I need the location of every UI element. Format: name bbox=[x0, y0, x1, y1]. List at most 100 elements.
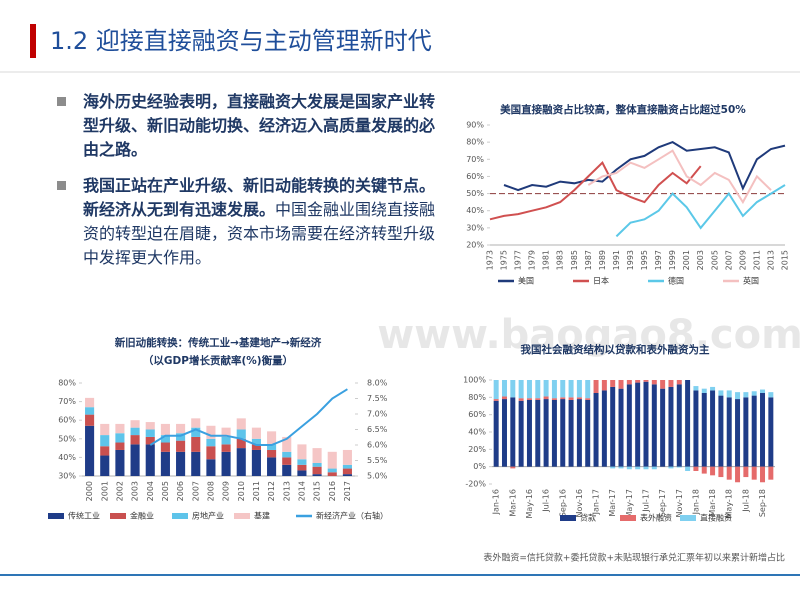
bar bbox=[651, 380, 657, 385]
bar bbox=[560, 380, 566, 398]
bar bbox=[342, 468, 352, 475]
x-tick-label: Nov-16 bbox=[575, 489, 584, 517]
y-tick-label: 70% bbox=[58, 397, 76, 406]
bar bbox=[626, 466, 632, 470]
bar bbox=[100, 423, 110, 436]
bar bbox=[543, 396, 549, 400]
bar bbox=[251, 438, 261, 445]
bar bbox=[221, 427, 231, 437]
x-tick-label: 2000 bbox=[85, 481, 94, 501]
bar bbox=[593, 393, 599, 467]
y2-tick-label: 6.0% bbox=[367, 441, 388, 450]
bar bbox=[145, 436, 155, 445]
bar bbox=[191, 427, 201, 437]
x-tick-label: 2003 bbox=[131, 481, 140, 501]
bar bbox=[206, 459, 216, 476]
bar bbox=[710, 466, 716, 476]
bar bbox=[251, 427, 261, 439]
legend-label: 英国 bbox=[743, 276, 759, 286]
y-tick-label: 20% bbox=[466, 241, 484, 250]
bar bbox=[115, 449, 125, 476]
bar bbox=[312, 474, 322, 476]
y-tick-label: 0% bbox=[473, 462, 486, 471]
bar bbox=[760, 466, 766, 483]
bar bbox=[236, 438, 246, 449]
bar bbox=[510, 466, 516, 469]
bar bbox=[145, 422, 155, 430]
bar bbox=[85, 425, 95, 476]
bar bbox=[743, 466, 749, 478]
x-tick-label: 2015 bbox=[313, 481, 322, 501]
x-tick-label: 2017 bbox=[343, 481, 352, 501]
bar bbox=[726, 466, 732, 480]
bar bbox=[585, 398, 591, 400]
bar bbox=[100, 435, 110, 447]
bar bbox=[651, 384, 657, 467]
y2-tick-label: 5.5% bbox=[367, 456, 388, 465]
x-tick-label: 1991 bbox=[612, 250, 621, 270]
bar bbox=[526, 398, 532, 400]
x-tick-label: 2001 bbox=[682, 250, 691, 270]
title-accent bbox=[30, 24, 36, 58]
bar bbox=[618, 466, 624, 469]
bar bbox=[312, 448, 322, 463]
bar bbox=[668, 466, 674, 469]
bar bbox=[560, 399, 566, 467]
x-tick-label: Mar-16 bbox=[508, 489, 517, 517]
x-tick-label: 1993 bbox=[626, 250, 635, 270]
bar bbox=[551, 399, 557, 467]
bar bbox=[327, 451, 337, 469]
bar bbox=[282, 464, 292, 476]
bar bbox=[751, 391, 757, 396]
bar bbox=[130, 420, 140, 428]
bar bbox=[718, 466, 724, 478]
x-tick-label: Sep-18 bbox=[758, 489, 767, 517]
bar bbox=[768, 392, 774, 398]
bar bbox=[160, 435, 170, 443]
bar bbox=[668, 386, 674, 467]
x-tick-label: Sep-17 bbox=[658, 489, 667, 517]
legend-label: 基建 bbox=[254, 511, 270, 521]
y-tick-label: 80% bbox=[468, 393, 486, 402]
x-tick-label: 2014 bbox=[297, 481, 306, 501]
bar bbox=[576, 397, 582, 400]
bar bbox=[701, 388, 707, 393]
bar bbox=[327, 468, 337, 473]
bar bbox=[145, 429, 155, 437]
legend-label: 直接融资 bbox=[700, 513, 732, 523]
bar bbox=[635, 380, 641, 383]
x-tick-label: 1987 bbox=[584, 250, 593, 270]
chart-title: 我国社会融资结构以贷款和表外融资为主 bbox=[521, 343, 710, 356]
bar bbox=[327, 472, 337, 476]
y-tick-label: 60% bbox=[468, 410, 486, 419]
bar bbox=[221, 436, 231, 445]
legend-label: 贷款 bbox=[580, 513, 596, 523]
bar bbox=[267, 444, 277, 450]
x-tick-label: Sep-16 bbox=[558, 489, 567, 517]
x-tick-label: 2007 bbox=[724, 250, 733, 270]
bar bbox=[626, 380, 632, 385]
bar bbox=[191, 436, 201, 452]
x-tick-label: 2003 bbox=[696, 250, 705, 270]
y-tick-label: 50% bbox=[58, 434, 76, 443]
bar bbox=[693, 466, 699, 471]
bar bbox=[651, 466, 657, 470]
bar bbox=[267, 457, 277, 476]
x-tick-label: 1999 bbox=[668, 250, 677, 270]
bar bbox=[576, 380, 582, 398]
bar bbox=[568, 380, 574, 398]
bar bbox=[493, 400, 499, 467]
x-tick-label: 1973 bbox=[486, 250, 495, 270]
x-tick-label: May-16 bbox=[525, 489, 534, 518]
x-tick-label: 2001 bbox=[100, 481, 109, 501]
bar bbox=[685, 466, 691, 471]
bar bbox=[676, 466, 682, 468]
x-tick-label: 2011 bbox=[252, 481, 261, 501]
bar bbox=[610, 386, 616, 467]
bar bbox=[282, 451, 292, 458]
bar bbox=[660, 388, 666, 467]
bar bbox=[735, 399, 741, 467]
bullet-bold: 我国正站在产业升级、新旧动能转换的关键节点。新经济从无到有迅速发展。 bbox=[83, 176, 436, 219]
y-tick-label: 90% bbox=[466, 121, 484, 130]
bar bbox=[493, 380, 499, 400]
